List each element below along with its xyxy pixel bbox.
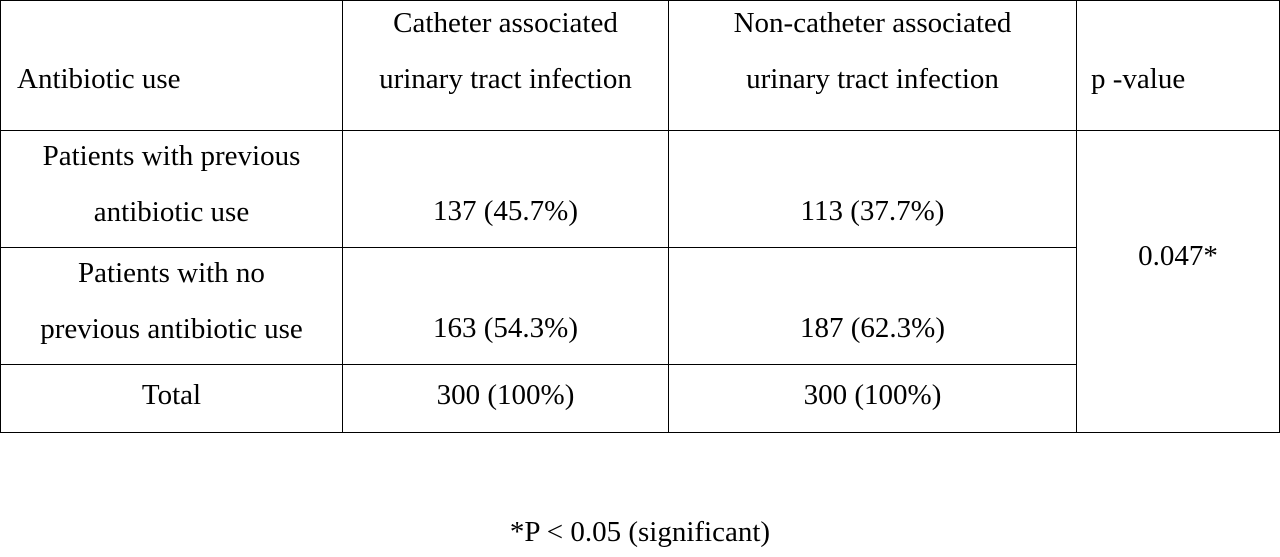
row-label-line2: antibiotic use [93, 196, 250, 228]
header-non-catheter-associated: Non-catheter associated urinary tract in… [668, 0, 1077, 131]
total-label: Total [141, 379, 202, 411]
significance-footnote: *P < 0.05 (significant) [509, 516, 771, 548]
table-header-row: Antibiotic use Catheter associated urina… [0, 0, 1280, 131]
table-row: Patients with no previous antibiotic use… [0, 247, 1280, 365]
header-antibiotic-use-label: Antibiotic use [17, 63, 181, 95]
row-label-line1: Patients with previous [42, 140, 301, 172]
cell-value: 113 (37.7%) [800, 195, 945, 227]
header-catheter-line2: urinary tract infection [379, 63, 632, 95]
row-label-line1: Patients with no [78, 257, 265, 289]
header-antibiotic-use: Antibiotic use [0, 0, 343, 131]
row-label-total: Total [0, 364, 343, 433]
cell-non-catheter-previous: 113 (37.7%) [668, 130, 1077, 248]
row-label-no-previous-antibiotic: Patients with no previous antibiotic use [0, 247, 343, 365]
header-p-value-label: p -value [1091, 63, 1186, 95]
header-p-value: p -value [1076, 0, 1280, 131]
header-non-catheter-line1: Non-catheter associated [733, 7, 1012, 39]
cell-catheter-no-previous: 163 (54.3%) [342, 247, 669, 365]
header-catheter-associated: Catheter associated urinary tract infect… [342, 0, 669, 131]
cell-non-catheter-no-previous: 187 (62.3%) [668, 247, 1077, 365]
table-row: Patients with previous antibiotic use 13… [0, 130, 1280, 433]
cell-value: 300 (100%) [803, 379, 942, 411]
cell-catheter-previous: 137 (45.7%) [342, 130, 669, 248]
p-value: 0.047* [1138, 239, 1218, 272]
cell-value: 163 (54.3%) [433, 312, 578, 344]
table-row-total: Total 300 (100%) 300 (100%) [0, 364, 1280, 433]
row-label-previous-antibiotic: Patients with previous antibiotic use [0, 130, 343, 248]
antibiotic-use-table: Antibiotic use Catheter associated urina… [0, 0, 1280, 433]
cell-catheter-total: 300 (100%) [342, 364, 669, 433]
header-non-catheter-line2: urinary tract infection [746, 63, 999, 95]
row-label-line2: previous antibiotic use [40, 313, 303, 345]
cell-non-catheter-total: 300 (100%) [668, 364, 1077, 433]
header-catheter-line1: Catheter associated [393, 7, 618, 39]
cell-value: 300 (100%) [436, 379, 575, 411]
cell-value: 137 (45.7%) [433, 195, 578, 227]
cell-value: 187 (62.3%) [800, 312, 945, 344]
p-value-cell: 0.047* [1076, 130, 1280, 433]
